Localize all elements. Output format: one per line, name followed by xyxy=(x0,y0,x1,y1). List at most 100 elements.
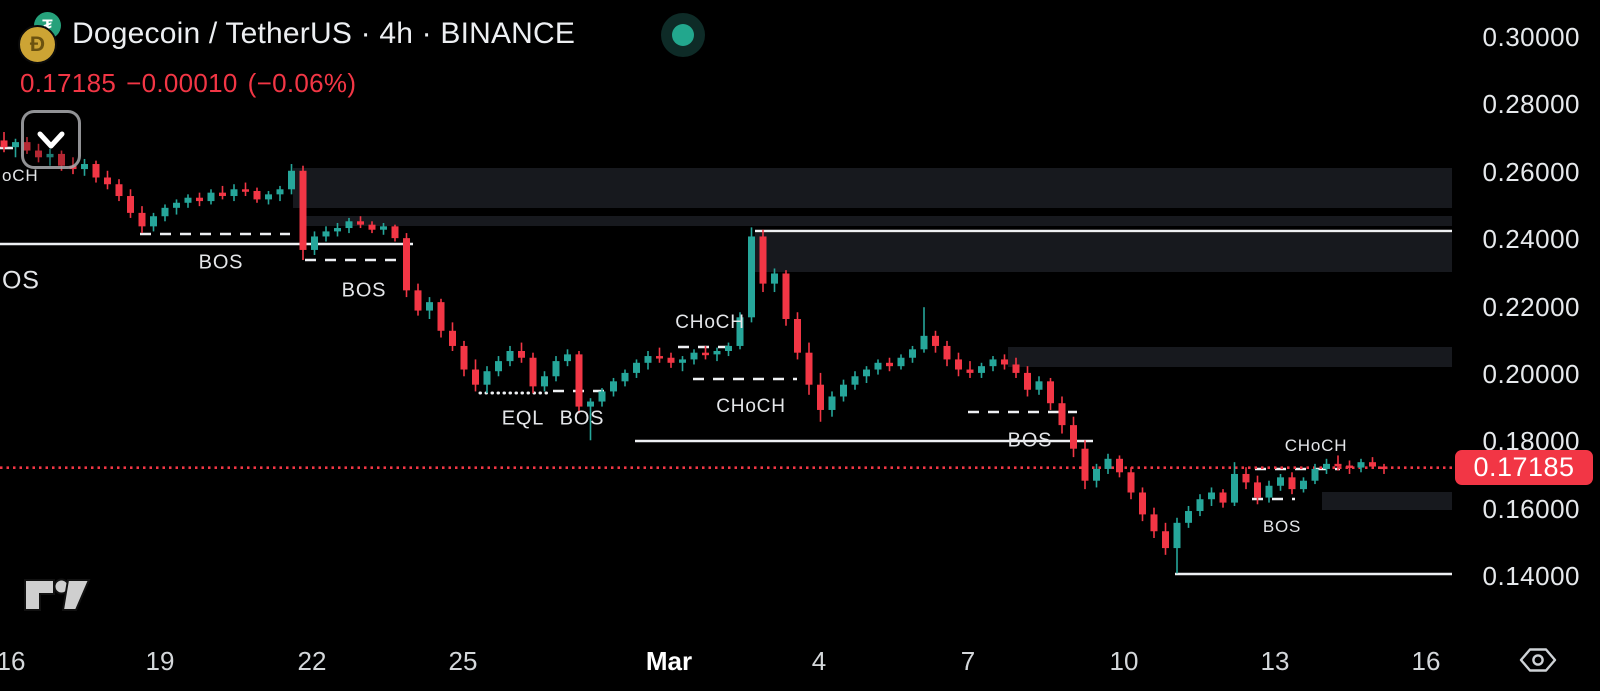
candle-body xyxy=(1173,522,1181,549)
candle-body xyxy=(736,317,744,346)
candle-body xyxy=(828,396,836,410)
candle-body xyxy=(840,384,847,397)
candle-body xyxy=(690,352,698,360)
chevron-down-icon xyxy=(37,131,65,148)
candle-body xyxy=(564,354,571,362)
market-status-indicator[interactable] xyxy=(661,13,705,57)
candle-body xyxy=(863,369,870,377)
candle-body xyxy=(506,351,514,362)
candle-body xyxy=(552,361,560,377)
time-axis-label: 16 xyxy=(0,646,26,676)
time-axis-label: 4 xyxy=(811,646,827,676)
price-axis-label: 0.26000 xyxy=(1482,156,1580,187)
price-change-percent: (−0.06%) xyxy=(247,68,357,98)
candle-body xyxy=(978,366,985,373)
candle-body xyxy=(1196,499,1204,512)
candle-body xyxy=(265,194,272,200)
price-change: −0.00010 xyxy=(126,68,238,98)
supply-demand-zone xyxy=(1008,347,1452,367)
symbol-icons: ₮ Ð xyxy=(18,12,82,64)
candle-body xyxy=(1035,381,1043,390)
candle-body xyxy=(173,202,180,208)
annotation-label-choch: CHoCH xyxy=(675,312,745,333)
hexagon-settings-icon[interactable] xyxy=(1518,645,1558,675)
candle-body xyxy=(391,226,399,239)
candle-body xyxy=(874,362,882,370)
candle-body xyxy=(92,164,100,178)
candle-body xyxy=(115,184,123,197)
candle-body xyxy=(1001,359,1008,365)
candle-body xyxy=(656,356,663,359)
price-axis-label: 0.20000 xyxy=(1482,358,1580,389)
candle-body xyxy=(1208,492,1215,500)
candle-body xyxy=(46,153,54,158)
candle-body xyxy=(1047,381,1054,404)
last-price-badge[interactable]: 0.17185 xyxy=(1455,450,1593,486)
candle-body xyxy=(713,351,721,355)
candlestick-chart xyxy=(0,132,1453,576)
price-axis[interactable]: 0.30000 0.28000 0.26000 0.24000 0.22000 0.200… xyxy=(1453,0,1600,640)
candle-body xyxy=(644,356,652,363)
time-axis-label: 22 xyxy=(297,646,327,676)
candle-body xyxy=(1254,482,1261,498)
candle-body xyxy=(1242,473,1250,483)
annotation-label-eql: EQL xyxy=(501,407,545,430)
candle-body xyxy=(311,236,318,250)
candle-body xyxy=(1127,472,1135,493)
candle-body xyxy=(472,369,479,385)
time-axis-label: 25 xyxy=(448,646,478,676)
candle-body xyxy=(782,273,790,319)
time-axis[interactable]: 16 19 22 25 Mar 4 7 10 13 16 xyxy=(0,635,1600,691)
candle-body xyxy=(138,212,146,227)
candle-body xyxy=(380,226,387,230)
candle-body xyxy=(897,357,905,367)
candle-body xyxy=(150,216,157,227)
candle-body xyxy=(334,228,341,232)
supply-demand-zone xyxy=(1322,492,1452,510)
price-axis-label: 0.28000 xyxy=(1482,89,1580,120)
candle-body xyxy=(242,189,249,192)
candle-body xyxy=(529,357,537,387)
annotation-label-choch: CHoCH xyxy=(716,396,786,417)
candle-body xyxy=(403,238,410,291)
candle-body xyxy=(1162,531,1169,549)
symbol-title[interactable]: Dogecoin / TetherUS · 4h · BINANCE xyxy=(72,17,576,50)
candle-body xyxy=(0,140,8,148)
candle-body xyxy=(1369,462,1376,467)
time-axis-label: 16 xyxy=(1411,646,1441,676)
candle-body xyxy=(322,231,330,237)
candle-body xyxy=(449,330,456,346)
quote-line: 0.17185 −0.00010 (−0.06%) xyxy=(20,68,366,99)
annotation-label-bos: BOS xyxy=(1262,517,1302,536)
chart-pane[interactable]: oCH OS BOS BOS EQL BOS CHoCH CHoCH BOS CHoCH BOS xyxy=(0,0,1453,691)
last-price: 0.17185 xyxy=(20,68,117,98)
candle-body xyxy=(161,207,169,217)
candle-body xyxy=(702,352,709,356)
candle-body xyxy=(1150,514,1158,532)
candle-body xyxy=(1070,425,1077,449)
candle-body xyxy=(1104,458,1112,469)
candle-body xyxy=(1323,463,1330,469)
collapse-panel-button[interactable] xyxy=(21,110,81,169)
candle-body xyxy=(1024,372,1031,390)
time-axis-label: Mar xyxy=(645,646,693,676)
candle-body xyxy=(1093,468,1100,481)
candle-body xyxy=(541,376,548,387)
price-axis-label: 0.24000 xyxy=(1482,224,1580,255)
candle-body xyxy=(1231,473,1238,503)
candle-body xyxy=(1334,463,1342,467)
candle-body xyxy=(932,335,939,346)
supply-demand-zone xyxy=(293,168,1452,208)
candle-body xyxy=(667,357,675,363)
candle-body xyxy=(1219,492,1227,503)
candle-body xyxy=(58,153,65,166)
candle-body xyxy=(495,361,502,372)
supply-demand-zone xyxy=(755,233,1452,272)
candle-body xyxy=(196,197,203,202)
time-axis-label: 7 xyxy=(960,646,976,676)
candle-body xyxy=(357,221,364,225)
candle-body xyxy=(943,345,951,360)
candle-body xyxy=(1357,462,1365,468)
candle-body xyxy=(127,196,134,213)
